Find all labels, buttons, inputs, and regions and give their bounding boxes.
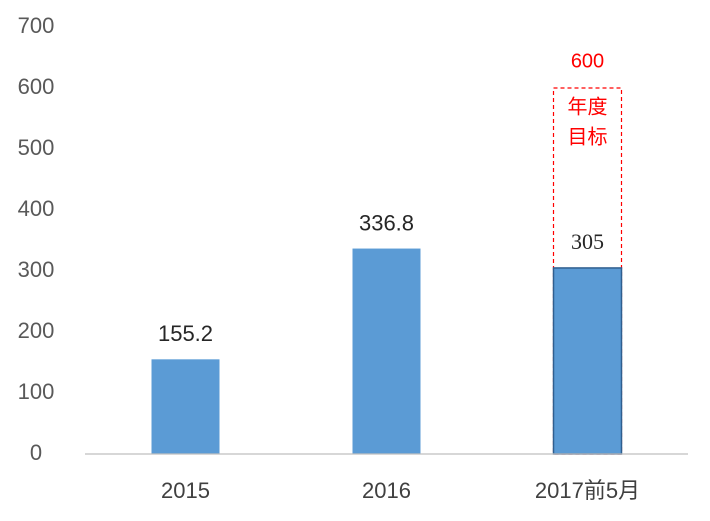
bar — [151, 359, 220, 454]
y-tick-label: 700 — [18, 13, 55, 38]
target-label: 目标 — [568, 125, 608, 148]
y-tick-label: 400 — [18, 196, 55, 221]
y-tick-label: 600 — [18, 74, 55, 99]
value-label: 336.8 — [359, 210, 414, 235]
target-value-label: 600 — [571, 50, 604, 72]
y-tick-label: 100 — [18, 379, 55, 404]
value-label: 155.2 — [158, 321, 213, 346]
y-tick-label: 500 — [18, 135, 55, 160]
x-tick-label: 2016 — [362, 478, 411, 503]
bar — [352, 248, 421, 454]
x-tick-label: 2015 — [161, 478, 210, 503]
y-tick-label: 200 — [18, 318, 55, 343]
x-tick-label: 2017前5月 — [535, 478, 640, 503]
y-tick-label: 300 — [18, 257, 55, 282]
bar — [552, 267, 623, 455]
target-label: 年度 — [568, 95, 608, 118]
y-tick-label: 0 — [30, 440, 42, 465]
value-label: 305 — [571, 229, 604, 254]
